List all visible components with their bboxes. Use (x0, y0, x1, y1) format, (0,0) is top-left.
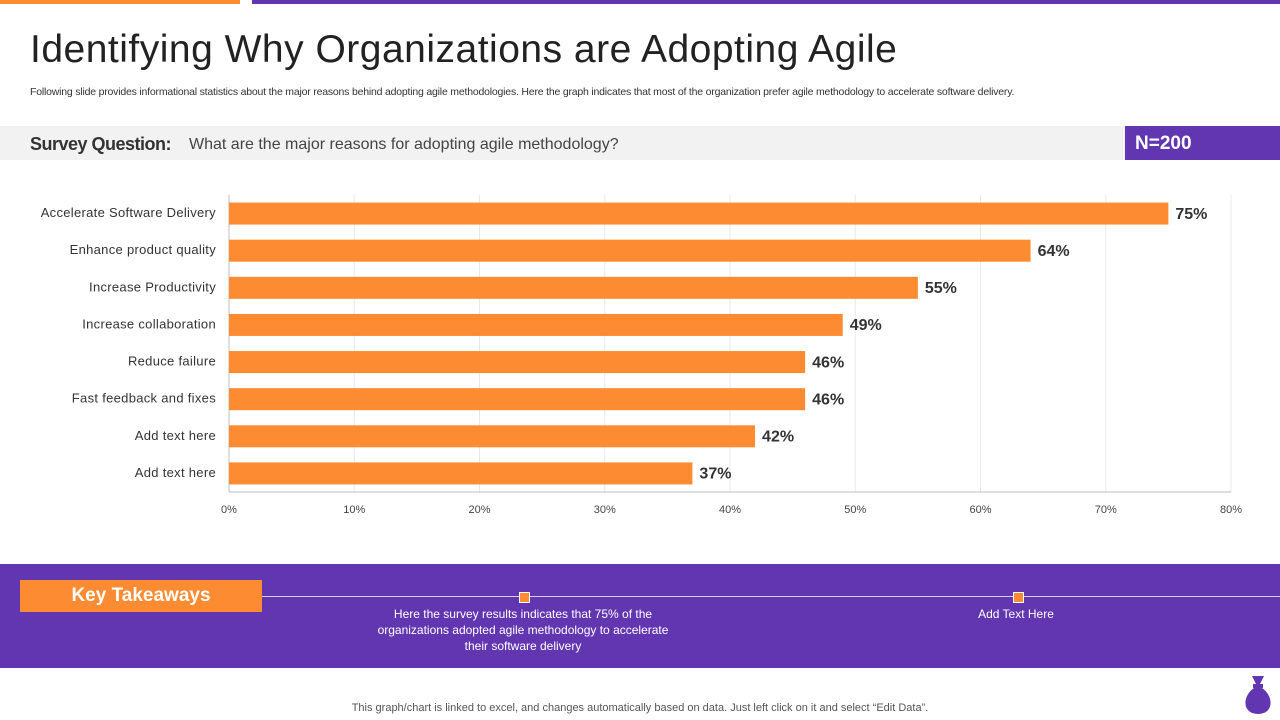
x-tick-label: 10% (343, 504, 365, 516)
top-bar (252, 0, 1280, 4)
value-label: 46% (812, 391, 844, 408)
category-label: Increase collaboration (82, 316, 216, 331)
value-label: 42% (762, 429, 794, 446)
money-bag-icon (1245, 676, 1271, 714)
sample-size: N=200 (1135, 133, 1192, 154)
survey-label: Survey Question: (30, 134, 172, 154)
bar (229, 351, 806, 374)
takeaway-text: Here the survey results indicates that 7… (377, 607, 669, 653)
takeaway-text: Add Text Here (978, 607, 1054, 621)
slide-subtitle: Following slide provides informational s… (30, 86, 1015, 98)
bar (229, 276, 918, 299)
x-tick-label: 40% (719, 504, 741, 516)
bar (229, 202, 1169, 225)
category-label: Accelerate Software Delivery (41, 205, 216, 220)
takeaway-marker (1013, 592, 1024, 603)
bar (229, 239, 1031, 262)
survey-question: What are the major reasons for adopting … (189, 136, 619, 153)
bar (229, 313, 843, 336)
value-label: 49% (850, 317, 882, 334)
takeaways-band: Key Takeaways Here the survey results in… (0, 564, 1280, 668)
bar (229, 388, 806, 411)
x-tick-label: 60% (969, 504, 991, 516)
value-label: 64% (1038, 243, 1070, 260)
takeaways-title: Key Takeaways (20, 580, 262, 612)
x-tick-label: 50% (844, 504, 866, 516)
x-tick-label: 30% (594, 504, 616, 516)
x-tick-label: 0% (221, 504, 237, 516)
category-label: Increase Productivity (89, 279, 216, 294)
value-label: 37% (699, 466, 731, 483)
chart: 0% 10% 20% 30% 40% 50% 60% 70% 80% Accelerate Sof… (41, 195, 1242, 516)
value-label: 46% (812, 354, 844, 371)
takeaway-line (262, 596, 1280, 597)
footer-note: This graph/chart is linked to excel, and… (351, 702, 929, 714)
survey-band: Survey Question: What are the major reas… (0, 126, 1125, 160)
category-label: Enhance product quality (70, 242, 217, 257)
x-tick-label: 80% (1220, 504, 1242, 516)
value-label: 75% (1175, 206, 1207, 223)
bar (229, 462, 693, 485)
bar (229, 425, 756, 448)
sample-size-box: N=200 (1125, 126, 1280, 160)
top-bar-accent (0, 0, 240, 4)
x-tick-label: 70% (1095, 504, 1117, 516)
category-label: Add text here (135, 465, 216, 480)
category-label: Add text here (135, 428, 216, 443)
category-label: Fast feedback and fixes (72, 391, 216, 406)
takeaway-marker (519, 592, 530, 603)
x-tick-label: 20% (468, 504, 490, 516)
category-label: Reduce failure (128, 354, 216, 369)
value-label: 55% (925, 280, 957, 297)
slide-title: Identifying Why Organizations are Adopti… (30, 28, 898, 71)
